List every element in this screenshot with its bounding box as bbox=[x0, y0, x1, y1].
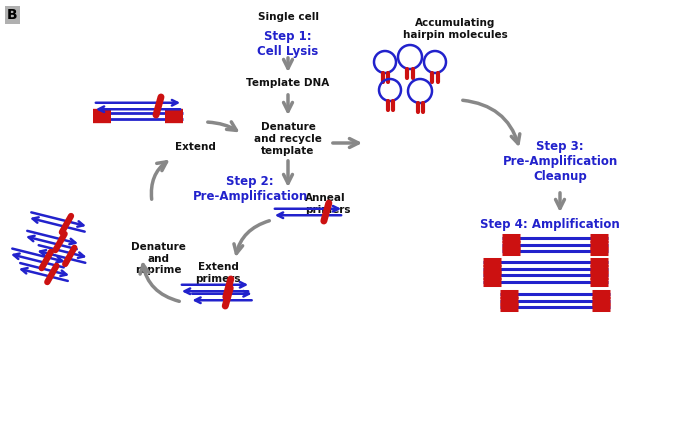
Text: Accumulating
hairpin molecules: Accumulating hairpin molecules bbox=[403, 18, 507, 40]
Text: Template DNA: Template DNA bbox=[246, 78, 330, 88]
Text: Extend
primers: Extend primers bbox=[195, 262, 241, 284]
Text: Step 3:
Pre-Amplification
Cleanup: Step 3: Pre-Amplification Cleanup bbox=[503, 140, 617, 183]
Text: Extend: Extend bbox=[175, 142, 216, 152]
Text: Step 4: Amplification: Step 4: Amplification bbox=[480, 218, 620, 231]
Text: B: B bbox=[7, 8, 18, 22]
Text: Step 2:
Pre-Amplification: Step 2: Pre-Amplification bbox=[192, 175, 307, 203]
Text: Step 1:
Cell Lysis: Step 1: Cell Lysis bbox=[257, 30, 319, 58]
Text: Denature
and recycle
template: Denature and recycle template bbox=[254, 122, 322, 156]
Text: Single cell: Single cell bbox=[258, 12, 318, 22]
Text: Anneal
primers: Anneal primers bbox=[305, 193, 350, 215]
Text: Denature
and
reprime: Denature and reprime bbox=[131, 242, 186, 275]
